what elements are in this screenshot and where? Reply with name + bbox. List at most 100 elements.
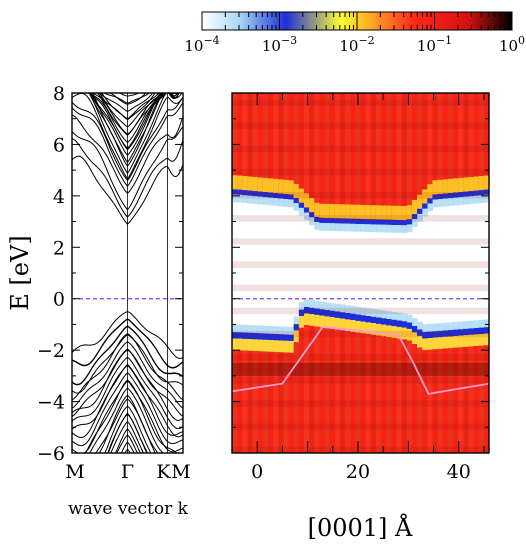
heatmap-cell-transition [273, 178, 279, 194]
heatmap-cell-transition [329, 203, 336, 219]
heatmap-cell-conduction [458, 93, 464, 196]
heatmap-cell-valence [329, 328, 336, 453]
heatmap-cell-transition [303, 193, 310, 208]
heatmap-cell-edge [422, 332, 428, 339]
colorbar-ticks [201, 12, 509, 30]
right-axis-ticks: 0 20 40 [232, 92, 489, 483]
band-line [72, 372, 183, 447]
heatmap-cell-edge [293, 324, 300, 331]
heatmap-cell-edge [360, 315, 367, 322]
heatmap-cell-edge [355, 218, 362, 224]
heatmap-cell-valence [309, 325, 315, 453]
heatmap-cell-tail [381, 224, 387, 233]
heatmap-cell-transition [432, 180, 439, 195]
heatmap-cell-tail [309, 217, 315, 226]
heatmap-cell-tail [334, 223, 341, 232]
heatmap-cell-transition [314, 314, 320, 327]
heatmap-cell-transition [432, 337, 439, 350]
heatmap-cell-edge [309, 212, 315, 218]
heatmap-cell-edge [386, 219, 392, 225]
heatmap-stripe [232, 423, 489, 430]
left-x-tick-label: M [171, 461, 190, 483]
band-line [95, 398, 156, 453]
heatmap-cell-transition [319, 203, 326, 218]
heatmap-cell-edge [329, 310, 336, 318]
heatmap-cell-tail [427, 203, 434, 212]
band-line [72, 325, 183, 386]
heatmap-cell-valence [411, 344, 418, 453]
heatmap-cell-edge [437, 193, 444, 200]
right-x-tick-label: 40 [447, 461, 471, 483]
heatmap-cell-valence [298, 327, 305, 453]
heatmap-cell-transition [278, 340, 284, 353]
heatmap-cell-transition [375, 205, 382, 220]
heatmap-cell-edge [463, 328, 470, 336]
heatmap-cell-tail [273, 198, 279, 206]
band-line [97, 93, 163, 136]
heatmap-cell-tail [370, 224, 377, 233]
heatmap-cell-edge [257, 333, 264, 340]
heatmap-cell-tail [278, 198, 284, 207]
band-line [72, 155, 183, 225]
band-line [72, 380, 183, 453]
heatmap-cell-tail [360, 224, 367, 232]
heatmap-stripe [232, 192, 489, 199]
heatmap-cell-edge [334, 218, 341, 224]
left-y-tick-label: −6 [37, 443, 65, 465]
heatmap-cell-edge [365, 219, 372, 225]
band-line [72, 114, 183, 195]
heatmap-cell-edge [262, 192, 269, 198]
heatmap-cell-tail [453, 197, 459, 206]
heatmap-cell-transition [237, 338, 243, 351]
heatmap-cell-tail [283, 199, 290, 207]
heatmap-cell-transition [417, 335, 423, 348]
heatmap-cell-edge [298, 309, 305, 317]
band-line [88, 93, 175, 144]
heatmap-cell-conduction [370, 93, 377, 224]
heatmap-cell-conduction [453, 93, 459, 197]
heatmap-cell-valence [427, 349, 434, 453]
heatmap-cell-conduction [334, 93, 341, 223]
heatmap-cell-edge [350, 313, 356, 321]
heatmap-cell-tail [319, 301, 326, 310]
heatmap-cell-edge [303, 207, 310, 213]
heatmap-cell-tail [360, 307, 367, 316]
heatmap-cell-transition [298, 316, 305, 328]
heatmap-cell-conduction [375, 93, 382, 224]
heatmap-cell-conduction [432, 93, 439, 199]
heatmap-cell-tail [463, 196, 470, 205]
heatmap-cell-edge [417, 208, 423, 214]
heatmap-cell-edge [334, 311, 341, 318]
heatmap-cell-tail [365, 224, 372, 233]
heatmap-stripe [232, 446, 489, 453]
heatmap-cell-edge [453, 329, 459, 337]
heatmap-cell-valence [334, 329, 341, 453]
heatmap-cell-tail [257, 196, 264, 205]
heatmap-cell-valence [262, 351, 269, 453]
heatmap-cell-edge [247, 332, 254, 340]
heatmap-cell-valence [324, 328, 331, 453]
heatmap-cell-valence [257, 351, 264, 453]
band-line [72, 341, 183, 409]
heatmap-cell-edge [447, 193, 454, 199]
heatmap-cell-edge [478, 190, 485, 196]
band-line [103, 93, 180, 104]
heatmap-cell-edge [432, 331, 439, 338]
heatmap-cell-edge [406, 219, 413, 225]
band-line [107, 413, 148, 453]
heatmap-cell-conduction [242, 93, 249, 195]
heatmap-cell-transition [309, 314, 315, 326]
heatmap-cell-tail [237, 194, 243, 203]
heatmap-cell-valence [365, 334, 372, 453]
heatmap-cell-tail [422, 324, 428, 333]
heatmap-cell-tail [267, 325, 274, 334]
heatmap-cell-tail [247, 325, 254, 333]
heatmap-cell-edge [406, 322, 413, 329]
heatmap-cell-tail [411, 219, 418, 227]
heatmap-cell-conduction [283, 93, 290, 198]
heatmap-cell-edge [370, 316, 377, 324]
heatmap-cell-edge [314, 216, 320, 223]
heatmap-cell-transition [329, 317, 336, 329]
band-line [90, 93, 180, 151]
left-y-tick-label: 0 [53, 289, 65, 311]
